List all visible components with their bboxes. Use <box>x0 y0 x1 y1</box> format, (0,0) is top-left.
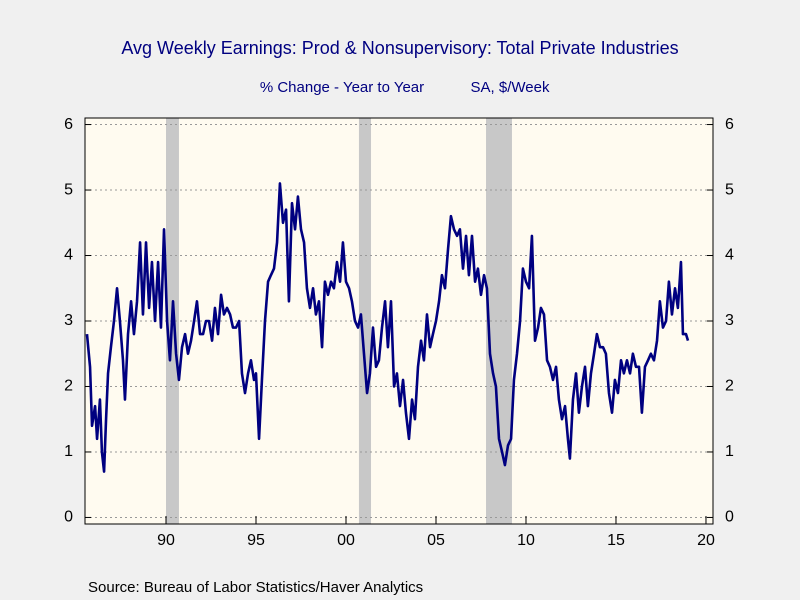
recession-band <box>358 118 372 524</box>
x-tick-label: 90 <box>157 532 175 549</box>
chart-subtitle: % Change - Year to Year <box>260 79 424 96</box>
y-tick-label: 3 <box>64 312 73 329</box>
x-tick-label: 15 <box>607 532 625 549</box>
y2-tick-label: 0 <box>725 509 734 526</box>
plot-area <box>85 118 713 524</box>
x-tick-label: 20 <box>697 532 715 549</box>
y-tick-label: 4 <box>64 247 73 264</box>
chart-subtitle: SA, $/Week <box>471 79 550 96</box>
data-line <box>85 182 690 473</box>
y2-tick-label: 2 <box>725 378 734 395</box>
y2-tick-label: 1 <box>725 443 734 460</box>
chart-title: Avg Weekly Earnings: Prod & Nonsuperviso… <box>121 38 678 58</box>
plot-frame <box>84 117 714 525</box>
y-tick-label: 1 <box>64 443 73 460</box>
y2-tick-label: 4 <box>725 247 734 264</box>
source-note: Source: Bureau of Labor Statistics/Haver… <box>88 579 423 596</box>
x-tick-label: 00 <box>337 532 355 549</box>
y-tick-label: 2 <box>64 378 73 395</box>
y2-tick-label: 3 <box>725 312 734 329</box>
y-tick-label: 6 <box>64 116 73 133</box>
y-tick-label: 5 <box>64 181 73 198</box>
x-tick-label: 95 <box>247 532 265 549</box>
x-tick-label: 05 <box>427 532 445 549</box>
recession-band <box>486 118 512 524</box>
y2-tick-label: 6 <box>725 116 734 133</box>
x-tick-label: 10 <box>517 532 535 549</box>
y2-tick-label: 5 <box>725 181 734 198</box>
y-tick-label: 0 <box>64 509 73 526</box>
